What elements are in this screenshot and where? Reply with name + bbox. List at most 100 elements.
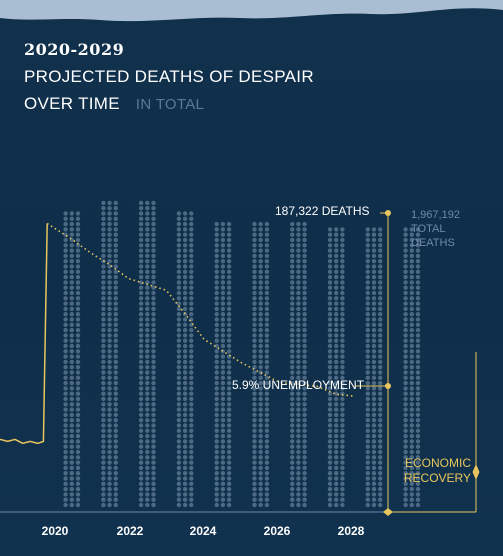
death-dot <box>302 221 307 227</box>
death-dot <box>264 365 270 370</box>
death-dot <box>365 370 370 375</box>
death-dot <box>409 296 414 301</box>
death-dot <box>290 301 295 306</box>
death-dot <box>302 402 307 407</box>
death-dot <box>138 444 144 449</box>
death-dot <box>264 423 270 428</box>
death-dot <box>145 365 150 370</box>
economic-recovery-label: ECONOMIC RECOVERY <box>404 456 471 486</box>
death-dot <box>220 312 226 317</box>
death-dot <box>371 492 377 497</box>
death-dot <box>296 497 301 502</box>
death-dot <box>176 343 182 349</box>
death-dot <box>107 418 112 423</box>
death-dot <box>145 460 150 465</box>
death-dot <box>107 449 112 455</box>
deaths-marker <box>385 210 391 216</box>
death-dot <box>151 227 156 232</box>
death-dot <box>220 306 226 312</box>
death-dot <box>182 322 188 327</box>
death-dot <box>252 221 257 227</box>
death-dot <box>296 243 301 248</box>
death-dot <box>403 481 408 486</box>
death-dot <box>101 349 106 354</box>
death-dot <box>334 354 339 359</box>
death-dot <box>334 476 339 481</box>
death-dot <box>63 418 68 423</box>
death-dot <box>214 497 219 502</box>
death-dot <box>258 439 263 444</box>
death-dot <box>264 444 270 449</box>
death-dot <box>145 486 150 492</box>
death-dot <box>264 418 270 423</box>
death-dot <box>214 481 219 486</box>
death-dot <box>365 396 370 402</box>
death-dot <box>113 285 119 290</box>
death-dot <box>69 232 75 237</box>
death-dot <box>176 386 182 391</box>
death-dot <box>107 428 112 433</box>
death-dot <box>182 481 188 486</box>
death-dot <box>63 269 68 274</box>
death-dot <box>403 349 408 354</box>
death-dot <box>258 402 263 407</box>
death-dot <box>334 497 339 502</box>
dot-column-2021 <box>101 200 119 508</box>
death-dot <box>151 492 156 497</box>
death-dot <box>290 455 295 460</box>
death-dot <box>371 375 377 380</box>
death-dot <box>220 412 226 418</box>
death-dot <box>220 423 226 428</box>
death-dot <box>226 243 232 248</box>
death-dot <box>176 418 182 423</box>
death-dot <box>214 232 219 237</box>
in-total-toggle[interactable]: IN TOTAL <box>135 96 205 113</box>
death-dot <box>182 444 188 449</box>
death-dot <box>340 402 345 407</box>
death-dot <box>409 243 414 248</box>
death-dot <box>75 301 81 306</box>
death-dot <box>264 296 270 301</box>
death-dot <box>327 312 333 317</box>
death-dot <box>327 322 333 327</box>
death-dot <box>145 200 150 206</box>
death-dot <box>182 232 188 237</box>
death-dot <box>226 423 232 428</box>
death-dot <box>403 370 408 375</box>
death-dot <box>290 248 295 253</box>
death-dot <box>327 280 333 285</box>
death-dot <box>214 264 219 269</box>
death-dot <box>113 418 119 423</box>
death-dot <box>214 502 219 508</box>
death-dot <box>63 455 68 460</box>
death-dot <box>63 285 68 290</box>
death-dot <box>151 274 156 280</box>
death-dot <box>107 386 112 391</box>
death-dot <box>290 428 295 433</box>
death-dot <box>101 237 106 243</box>
death-dot <box>302 264 307 269</box>
death-dot <box>189 428 194 433</box>
death-dot <box>151 433 156 439</box>
death-dot <box>182 449 188 455</box>
death-dot <box>101 439 106 444</box>
death-dot <box>214 317 219 322</box>
death-dot <box>327 380 333 386</box>
death-dot <box>302 301 307 306</box>
death-dot <box>63 227 68 232</box>
death-dot <box>403 248 408 253</box>
death-dot <box>220 349 226 354</box>
death-dot <box>101 290 106 296</box>
death-dot <box>182 492 188 497</box>
death-dot <box>252 269 257 274</box>
death-dot <box>151 380 156 386</box>
death-dot <box>378 343 383 349</box>
death-dot <box>371 269 377 274</box>
death-dot <box>151 237 156 243</box>
death-dot <box>113 423 119 428</box>
death-dot <box>252 259 257 264</box>
death-dot <box>365 407 370 412</box>
death-dot <box>290 285 295 290</box>
death-dot <box>334 444 339 449</box>
death-dot <box>107 312 112 317</box>
